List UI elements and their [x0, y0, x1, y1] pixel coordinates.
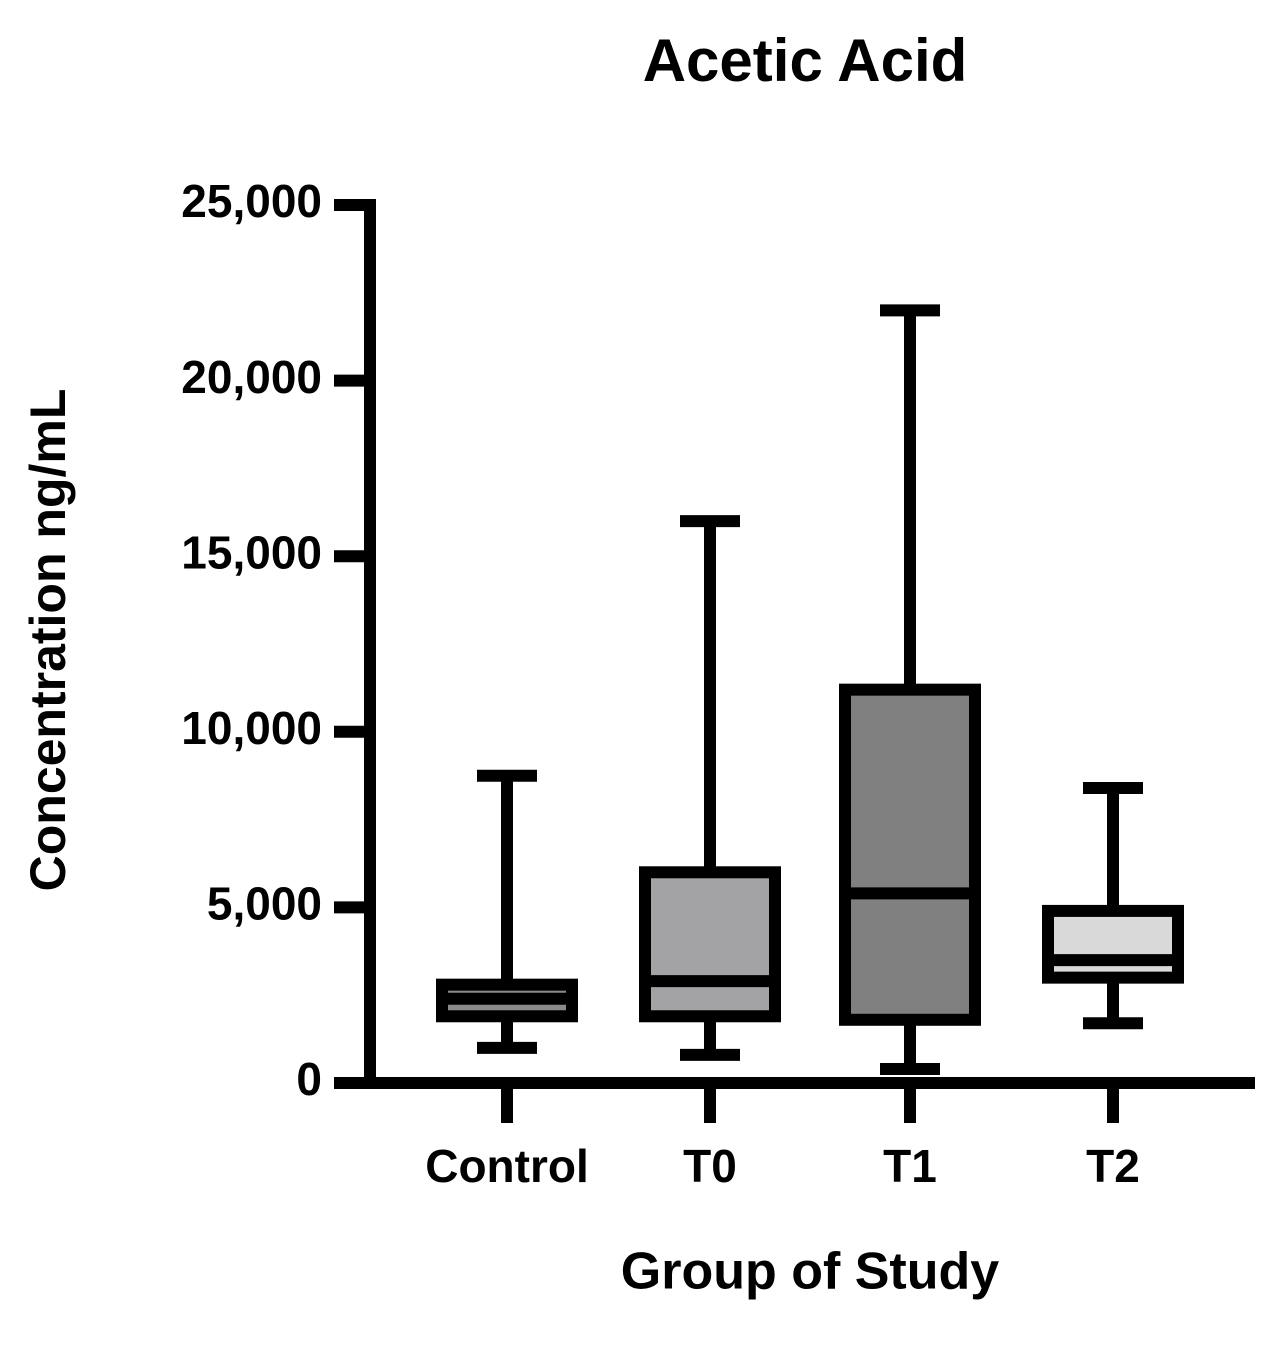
y-axis-label: Concentration ng/mL	[20, 389, 76, 892]
box	[639, 866, 781, 1023]
chart-title: Acetic Acid	[643, 27, 968, 94]
x-tick-label: Control	[425, 1140, 589, 1192]
y-tick-label: 25,000	[181, 175, 322, 227]
x-tick-label: T0	[683, 1140, 737, 1192]
y-tick-label: 0	[296, 1053, 322, 1105]
box	[839, 683, 981, 1026]
x-axis-label: Group of Study	[621, 1243, 999, 1301]
x-tick-label: T1	[883, 1140, 937, 1192]
y-tick-label: 20,000	[181, 351, 322, 403]
y-tick-label: 15,000	[181, 526, 322, 578]
y-tick-label: 5,000	[207, 878, 322, 930]
box	[1042, 904, 1184, 984]
y-tick-label: 10,000	[181, 702, 322, 754]
x-tick-label: T2	[1086, 1140, 1140, 1192]
